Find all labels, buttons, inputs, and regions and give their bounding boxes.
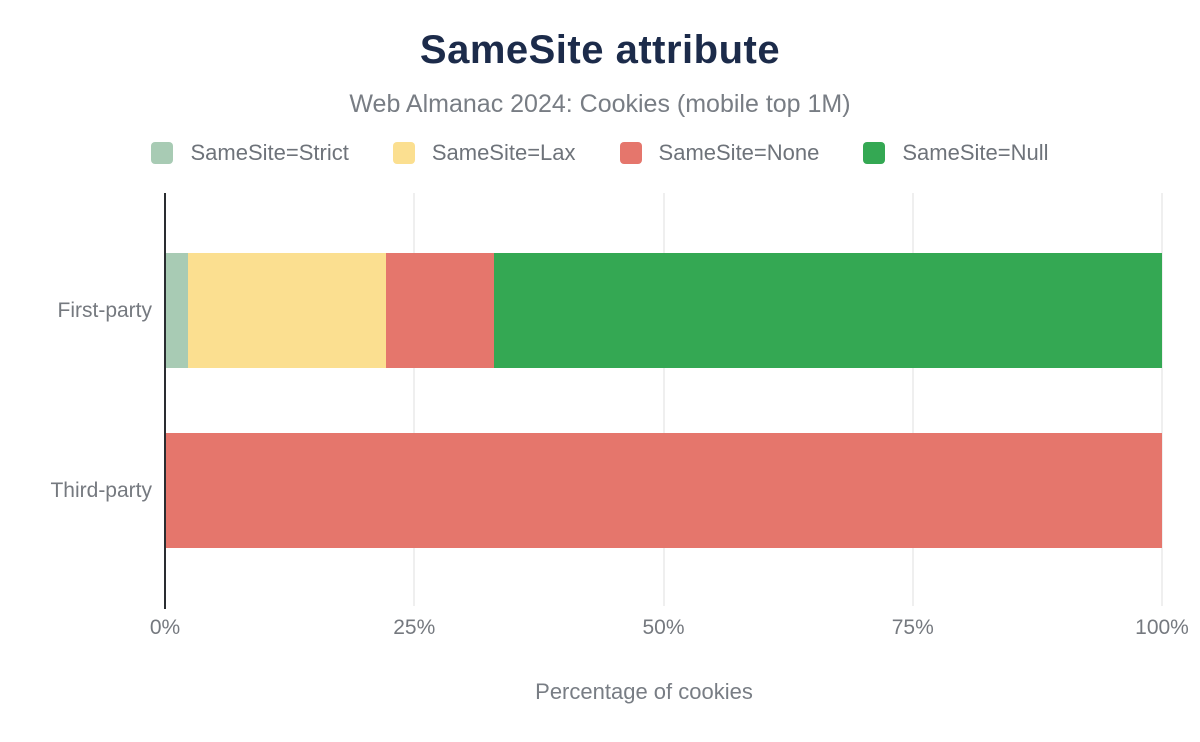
x-tick-label-50: 50% [642, 616, 685, 639]
bar-segment-third-party-samesite-none[interactable] [166, 433, 1162, 548]
category-label-first-party: First-party [57, 298, 153, 322]
x-axis-label: Percentage of cookies [535, 679, 753, 704]
gridline-50 [662, 193, 665, 606]
y-axis-line [164, 193, 166, 609]
legend-item-samesite-null: SameSite=Null [863, 140, 1049, 166]
x-tick-label-25: 25% [393, 616, 436, 639]
chart-subtitle: Web Almanac 2024: Cookies (mobile top 1M… [349, 90, 851, 118]
legend-label: SameSite=Lax [431, 140, 576, 165]
legend-label: SameSite=Null [902, 140, 1049, 165]
legend: SameSite=Strict SameSite=Lax SameSite=None… [0, 140, 1200, 166]
legend-label: SameSite=None [658, 140, 820, 165]
legend-swatch-samesite-none [619, 142, 642, 164]
legend-item-samesite-none: SameSite=None [619, 140, 820, 166]
legend-label: SameSite=Strict [190, 140, 349, 165]
x-tick-label-100: 100% [1135, 616, 1189, 639]
gridline-100 [1161, 193, 1163, 606]
gridline-75 [911, 193, 914, 606]
chart-title: SameSite attribute [419, 28, 781, 72]
x-tick-label-75: 75% [891, 616, 934, 639]
bar-segment-first-party-samesite-none[interactable] [386, 253, 494, 368]
bar-segment-first-party-samesite-null[interactable] [493, 253, 1162, 368]
legend-item-samesite-strict: SameSite=Strict [151, 140, 349, 166]
x-tick-label-0: 0% [149, 616, 181, 639]
legend-swatch-samesite-lax [392, 142, 415, 164]
bar-segment-first-party-samesite-strict[interactable] [166, 253, 188, 368]
bar-segment-first-party-samesite-lax[interactable] [187, 253, 387, 368]
category-label-third-party: Third-party [50, 478, 152, 502]
legend-item-samesite-lax: SameSite=Lax [392, 140, 576, 166]
legend-swatch-samesite-null [863, 142, 886, 164]
legend-swatch-samesite-strict [151, 142, 174, 164]
gridline-25 [413, 193, 416, 606]
